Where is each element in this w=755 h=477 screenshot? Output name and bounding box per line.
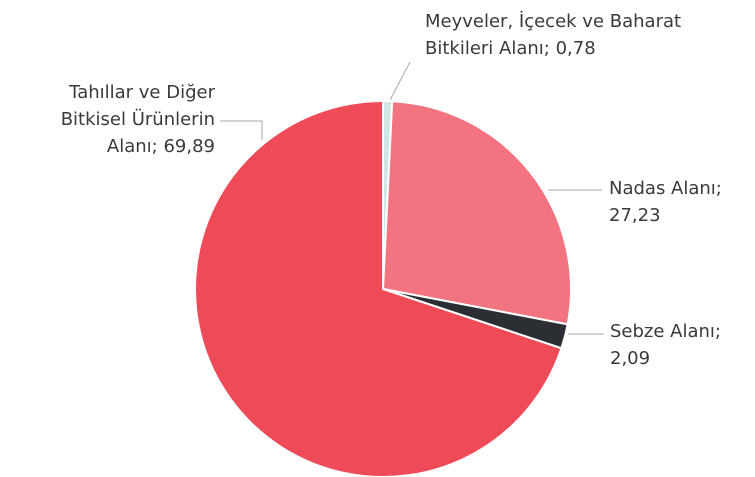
slice-label: Sebze Alanı; 2,09 [610, 318, 754, 372]
value-label: 0,78 [555, 38, 596, 59]
category-label: Nadas Alanı; [609, 178, 722, 199]
value-label: 2,09 [610, 348, 651, 369]
value-label: 69,89 [163, 136, 215, 157]
value-label: 27,23 [609, 205, 661, 226]
category-label: Meyveler, İçecek ve Baharat Bitkileri Al… [425, 11, 682, 59]
category-label: Tahıllar ve Diğer Bitkisel Ürünlerin Ala… [60, 82, 215, 157]
pie-slice [194, 99, 563, 477]
leader-line [389, 61, 411, 101]
leader-lines [220, 61, 604, 335]
slice-label: Meyveler, İçecek ve Baharat Bitkileri Al… [425, 8, 685, 62]
leader-line [220, 120, 263, 140]
slice-label: Tahıllar ve Diğer Bitkisel Ürünlerin Ala… [5, 79, 215, 160]
pie-slice [381, 100, 572, 326]
slice-label: Nadas Alanı; 27,23 [609, 175, 753, 229]
category-label: Sebze Alanı; [610, 321, 721, 342]
